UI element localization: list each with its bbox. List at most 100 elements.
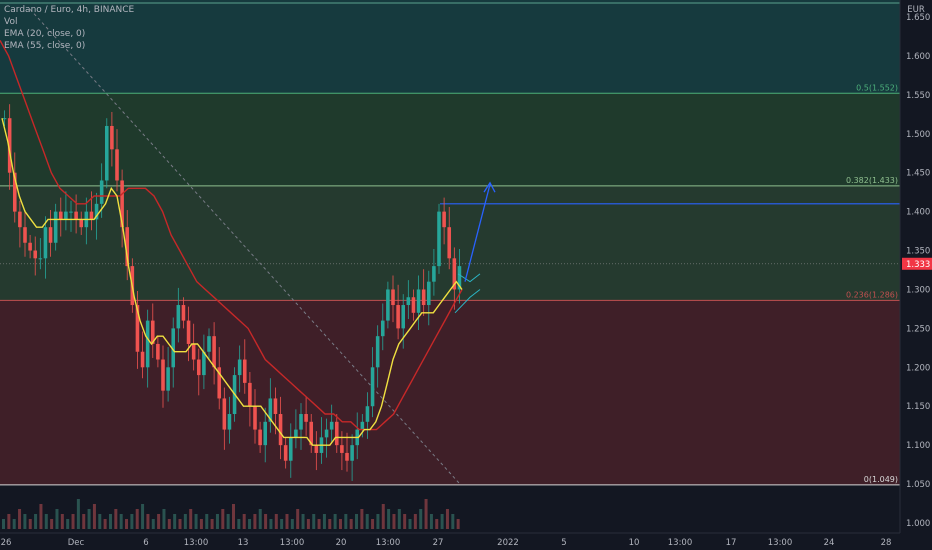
time-tick: 2022	[497, 538, 519, 548]
ema-lines	[0, 40, 463, 446]
volume-bar	[125, 519, 129, 529]
volume-bar	[44, 514, 48, 529]
candle-body	[191, 343, 196, 360]
volume-bar	[167, 519, 171, 529]
volume-bar	[365, 514, 369, 529]
volume-bar	[157, 514, 161, 529]
candle-body	[432, 266, 436, 282]
volume-bar	[87, 509, 91, 529]
candle-body	[334, 421, 339, 446]
candle-body	[69, 211, 73, 213]
fib-label-3: 0(1.049)	[864, 475, 898, 484]
volume-bar	[376, 514, 380, 529]
candle-body	[166, 367, 170, 391]
volume-bar	[146, 514, 150, 529]
candle-body	[304, 414, 308, 422]
price-tick: 1.600	[906, 52, 930, 62]
price-tick: 1.200	[906, 363, 930, 373]
ema20-line	[1, 118, 463, 446]
volume-bar	[237, 519, 241, 529]
candle-body	[401, 305, 406, 329]
volume-bar	[333, 514, 337, 529]
volume-bar	[7, 514, 11, 529]
price-tick: 1.250	[906, 324, 930, 334]
time-axis-bg	[0, 533, 932, 550]
time-tick: 13:00	[376, 538, 401, 548]
candle-body	[53, 211, 58, 243]
ema20-indicator-label[interactable]: EMA (20, close, 0)	[4, 29, 86, 39]
candle-body	[299, 414, 303, 430]
candle-body	[140, 351, 145, 368]
time-tick: 6	[143, 538, 148, 548]
zone-0-236	[0, 300, 900, 485]
candle-body	[237, 359, 242, 376]
volume-bar	[71, 514, 75, 529]
time-axis[interactable]: 26 Dec 6 13:00 13 13:00 20 13:00 27 2022 5 10 13:00 1…	[0, 532, 932, 550]
time-tick: Dec	[68, 538, 85, 548]
candle-body	[437, 211, 441, 267]
price-tick: 1.450	[906, 169, 930, 179]
candle-body	[283, 445, 288, 461]
volume-bar	[445, 509, 449, 529]
volume-bar	[403, 514, 407, 529]
candle-body	[406, 297, 411, 306]
candle-body	[104, 125, 109, 181]
volume-bar	[392, 514, 396, 529]
volume-bar	[18, 509, 22, 529]
volume-bar	[98, 514, 102, 529]
candle-body	[314, 445, 319, 453]
candle-body	[268, 398, 273, 422]
volume-bar	[381, 504, 385, 529]
candle-body	[74, 211, 78, 220]
ema55-indicator-label[interactable]: EMA (55, close, 0)	[4, 41, 86, 51]
candle-body	[386, 289, 390, 321]
zone-top	[0, 0, 900, 94]
candle-body	[278, 414, 283, 446]
candle-body	[99, 180, 104, 204]
volume-bar	[12, 519, 16, 529]
volume-bar	[60, 514, 64, 529]
volume-bar	[248, 519, 252, 529]
volume-bar	[242, 514, 246, 529]
last-price-badge	[902, 257, 932, 270]
candle-body	[7, 118, 12, 173]
candle-body	[181, 305, 186, 321]
candle-body	[186, 320, 191, 344]
volume-bar	[408, 519, 412, 529]
candle-body	[324, 429, 329, 438]
price-tick: 1.650	[906, 13, 930, 23]
price-tick: 1.150	[906, 402, 930, 412]
candle-body	[447, 227, 452, 259]
volume-bar	[92, 504, 96, 529]
candle-body	[452, 258, 457, 290]
price-tick: 1.400	[906, 208, 930, 218]
volume-bar	[280, 519, 284, 529]
symbol-title[interactable]: Cardano / Euro, 4h, BINANCE	[4, 5, 135, 15]
volume-indicator-label[interactable]: Vol	[4, 17, 18, 27]
time-tick: 13:00	[280, 538, 305, 548]
chart-legend: Cardano / Euro, 4h, BINANCE Vol EMA (20,…	[4, 4, 134, 52]
candle-body	[329, 421, 334, 430]
candle-body	[248, 382, 252, 407]
candle-body	[125, 227, 130, 267]
candle-body	[416, 289, 421, 313]
candle-body	[396, 305, 400, 329]
zone-bottom	[0, 484, 900, 533]
volume-bar	[269, 519, 273, 529]
candle-body	[196, 359, 201, 376]
volume-bar	[360, 509, 364, 529]
volume-bar	[221, 509, 225, 529]
volume-bar	[306, 519, 310, 529]
fib-levels: 0.5(1.552) 0.382(1.433) 0.236(1.286) 0(1.04…	[0, 83, 900, 486]
price-tick: 1.300	[906, 285, 930, 295]
candle-body	[12, 172, 17, 212]
candle-body	[2, 118, 7, 120]
candle-body	[365, 406, 370, 422]
volume-bar	[210, 519, 214, 529]
candle-body	[23, 227, 27, 243]
candle-body	[350, 445, 354, 461]
volume-bar	[135, 509, 139, 529]
candle-body	[171, 328, 176, 368]
